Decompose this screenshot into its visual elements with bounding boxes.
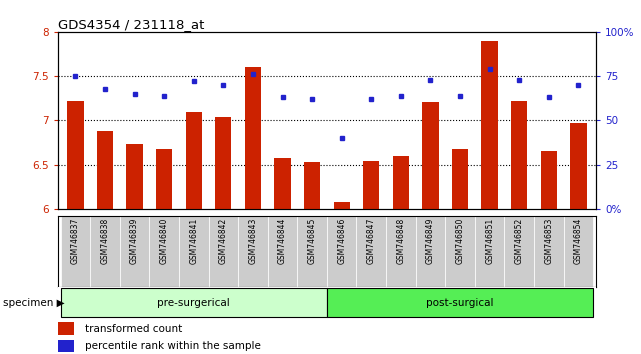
Bar [58,322,74,335]
FancyBboxPatch shape [238,216,268,287]
Text: GSM746843: GSM746843 [249,218,258,264]
Bar [304,162,320,209]
Bar [422,102,438,209]
Bar [540,152,557,209]
FancyBboxPatch shape [208,216,238,287]
FancyBboxPatch shape [90,216,120,287]
Text: GSM746852: GSM746852 [515,218,524,264]
Text: GSM746845: GSM746845 [308,218,317,264]
FancyBboxPatch shape [386,216,415,287]
Text: post-surgical: post-surgical [426,298,494,308]
Text: GSM746849: GSM746849 [426,218,435,264]
FancyBboxPatch shape [61,288,327,317]
Bar [363,161,379,209]
FancyBboxPatch shape [149,216,179,287]
Text: specimen ▶: specimen ▶ [3,298,65,308]
Bar [186,112,202,209]
Text: GSM746839: GSM746839 [130,218,139,264]
Text: GSM746846: GSM746846 [337,218,346,264]
Bar [481,41,498,209]
Text: GSM746850: GSM746850 [456,218,465,264]
FancyBboxPatch shape [563,216,593,287]
Bar [570,123,587,209]
Text: GSM746853: GSM746853 [544,218,553,264]
Text: GSM746841: GSM746841 [189,218,198,264]
Text: GSM746847: GSM746847 [367,218,376,264]
Bar [511,101,528,209]
FancyBboxPatch shape [356,216,386,287]
FancyBboxPatch shape [534,216,563,287]
Bar [156,149,172,209]
Bar [333,202,350,209]
FancyBboxPatch shape [297,216,327,287]
FancyBboxPatch shape [327,288,593,317]
Text: GSM746842: GSM746842 [219,218,228,264]
Bar [274,158,290,209]
FancyBboxPatch shape [415,216,445,287]
FancyBboxPatch shape [504,216,534,287]
FancyBboxPatch shape [475,216,504,287]
FancyBboxPatch shape [327,216,356,287]
Bar [245,67,261,209]
Text: GSM746838: GSM746838 [101,218,110,264]
Bar [58,340,74,352]
FancyBboxPatch shape [61,216,90,287]
Text: GSM746851: GSM746851 [485,218,494,264]
Text: GSM746840: GSM746840 [160,218,169,264]
Bar [215,117,231,209]
Text: percentile rank within the sample: percentile rank within the sample [85,341,260,351]
Text: GSM746844: GSM746844 [278,218,287,264]
Bar [393,156,409,209]
FancyBboxPatch shape [268,216,297,287]
Bar [452,149,468,209]
Text: GSM746854: GSM746854 [574,218,583,264]
Text: pre-surgerical: pre-surgerical [158,298,230,308]
Bar [67,101,83,209]
FancyBboxPatch shape [179,216,208,287]
Text: GDS4354 / 231118_at: GDS4354 / 231118_at [58,18,204,31]
Bar [97,131,113,209]
FancyBboxPatch shape [120,216,149,287]
FancyBboxPatch shape [445,216,475,287]
Bar [126,144,143,209]
Text: transformed count: transformed count [85,324,182,333]
Text: GSM746848: GSM746848 [396,218,405,264]
Text: GSM746837: GSM746837 [71,218,80,264]
